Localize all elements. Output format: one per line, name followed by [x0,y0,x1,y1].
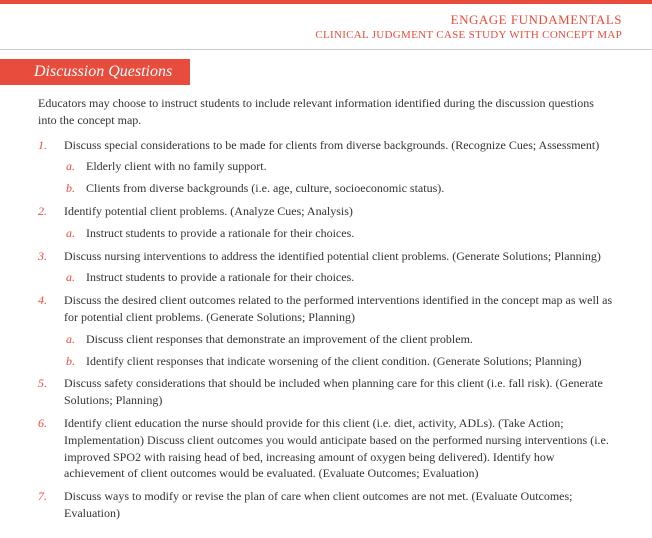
sub-text: Elderly client with no family support. [86,159,267,173]
list-item: 5.Discuss safety considerations that sho… [60,375,614,409]
sub-text: Clients from diverse backgrounds (i.e. a… [86,181,444,195]
item-text: Identify potential client problems. (Ana… [64,204,353,218]
sub-item: a.Elderly client with no family support. [84,158,614,175]
sub-item: a.Instruct students to provide a rationa… [84,269,614,286]
sub-list: a.Elderly client with no family support.… [64,158,614,197]
list-item: 2.Identify potential client problems. (A… [60,203,614,242]
item-number: 7. [38,488,47,505]
item-text: Discuss special considerations to be mad… [64,138,599,152]
sub-text: Instruct students to provide a rationale… [86,270,354,284]
item-number: 3. [38,248,47,265]
sub-text: Discuss client responses that demonstrat… [86,332,473,346]
item-text: Discuss safety considerations that shoul… [64,376,603,407]
item-text: Identify client education the nurse shou… [64,416,609,480]
item-number: 6. [38,415,47,432]
sub-list: a. Instruct students to provide a rationa… [64,269,614,286]
sub-letter: b. [66,180,75,197]
sub-item: a.Instruct students to provide a rationa… [84,225,614,242]
item-number: 5. [38,375,47,392]
intro-text: Educators may choose to instruct student… [38,95,614,129]
item-text: Discuss ways to modify or revise the pla… [64,489,573,520]
item-number: 1. [38,137,47,154]
sub-text: Instruct students to provide a rationale… [86,226,354,240]
sub-item: b.Identify client responses that indicat… [84,353,614,370]
list-item: 6.Identify client education the nurse sh… [60,415,614,482]
list-item: 7.Discuss ways to modify or revise the p… [60,488,614,522]
section-title: Discussion Questions [0,59,190,85]
header-title: ENGAGE FUNDAMENTALS [30,12,622,28]
page-header: ENGAGE FUNDAMENTALS CLINICAL JUDGMENT CA… [0,0,652,45]
item-number: 4. [38,292,47,309]
sub-list: a. Instruct students to provide a rationa… [64,225,614,242]
sub-letter: a. [66,225,75,242]
item-text: Discuss nursing interventions to address… [64,249,601,263]
item-text: Discuss the desired client outcomes rela… [64,293,612,324]
sub-item: a.Discuss client responses that demonstr… [84,331,614,348]
item-number: 2. [38,203,47,220]
top-border [0,0,652,4]
sub-letter: a. [66,331,75,348]
list-item: 3.Discuss nursing interventions to addre… [60,248,614,287]
header-subtitle: CLINICAL JUDGMENT CASE STUDY WITH CONCEP… [30,29,622,41]
list-item: 1.Discuss special considerations to be m… [60,137,614,197]
sub-text: Identify client responses that indicate … [86,354,582,368]
sub-list: a. Discuss client responses that demonstr… [64,331,614,370]
content-body: Educators may choose to instruct student… [0,85,652,538]
sub-item: b.Clients from diverse backgrounds (i.e.… [84,180,614,197]
section-band: Discussion Questions [0,49,652,85]
sub-letter: a. [66,269,75,286]
sub-letter: b. [66,353,75,370]
list-item: 4.Discuss the desired client outcomes re… [60,292,614,369]
sub-letter: a. [66,158,75,175]
discussion-list: 1. Discuss special considerations to be m… [38,137,614,522]
divider [0,49,652,50]
